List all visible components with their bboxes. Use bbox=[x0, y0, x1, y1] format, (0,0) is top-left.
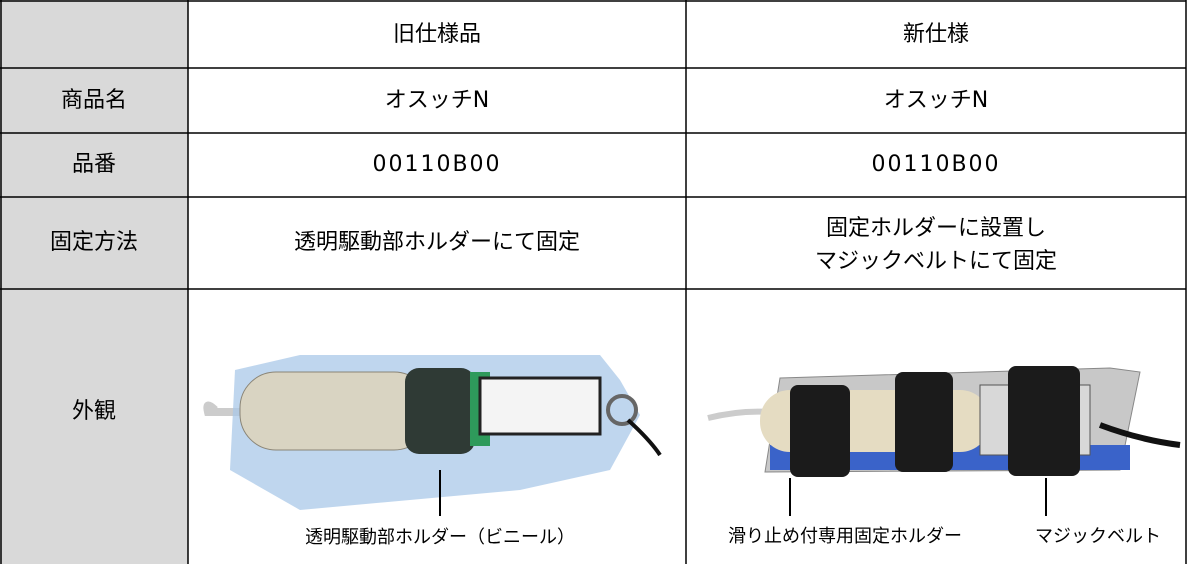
old-product-photo bbox=[203, 355, 662, 516]
strap bbox=[1008, 366, 1080, 476]
column-header: 旧仕様品 bbox=[393, 22, 481, 47]
wire bbox=[1098, 422, 1181, 448]
new-product-photo bbox=[707, 366, 1181, 516]
cell: 00110B00 bbox=[372, 152, 501, 177]
cell: オスッチN bbox=[385, 88, 489, 113]
strap bbox=[895, 372, 953, 472]
device-cap bbox=[405, 368, 475, 454]
row-label: 固定方法 bbox=[50, 230, 138, 255]
row-label: 商品名 bbox=[61, 88, 127, 113]
label-box bbox=[478, 376, 602, 436]
cell: 透明駆動部ホルダーにて固定 bbox=[294, 230, 580, 255]
column-header: 新仕様 bbox=[903, 22, 969, 47]
cable bbox=[203, 401, 240, 416]
strap bbox=[790, 385, 850, 477]
cell-line: 固定ホルダーに設置し bbox=[826, 216, 1046, 241]
device-body bbox=[239, 371, 431, 451]
wire bbox=[626, 418, 662, 457]
row-label: 品番 bbox=[72, 152, 116, 177]
label-column-bg bbox=[0, 0, 188, 564]
photo-caption: 滑り止め付専用固定ホルダー bbox=[728, 526, 962, 547]
ring bbox=[606, 394, 638, 426]
photo-caption: 透明駆動部ホルダー（ビニール） bbox=[305, 527, 575, 548]
cell-line: マジックベルトにて固定 bbox=[815, 249, 1057, 274]
row-label: 外観 bbox=[72, 399, 116, 424]
cell: オスッチN bbox=[884, 88, 988, 113]
cell: 00110B00 bbox=[871, 152, 1000, 177]
photo-caption: マジックベルト bbox=[1035, 526, 1161, 547]
